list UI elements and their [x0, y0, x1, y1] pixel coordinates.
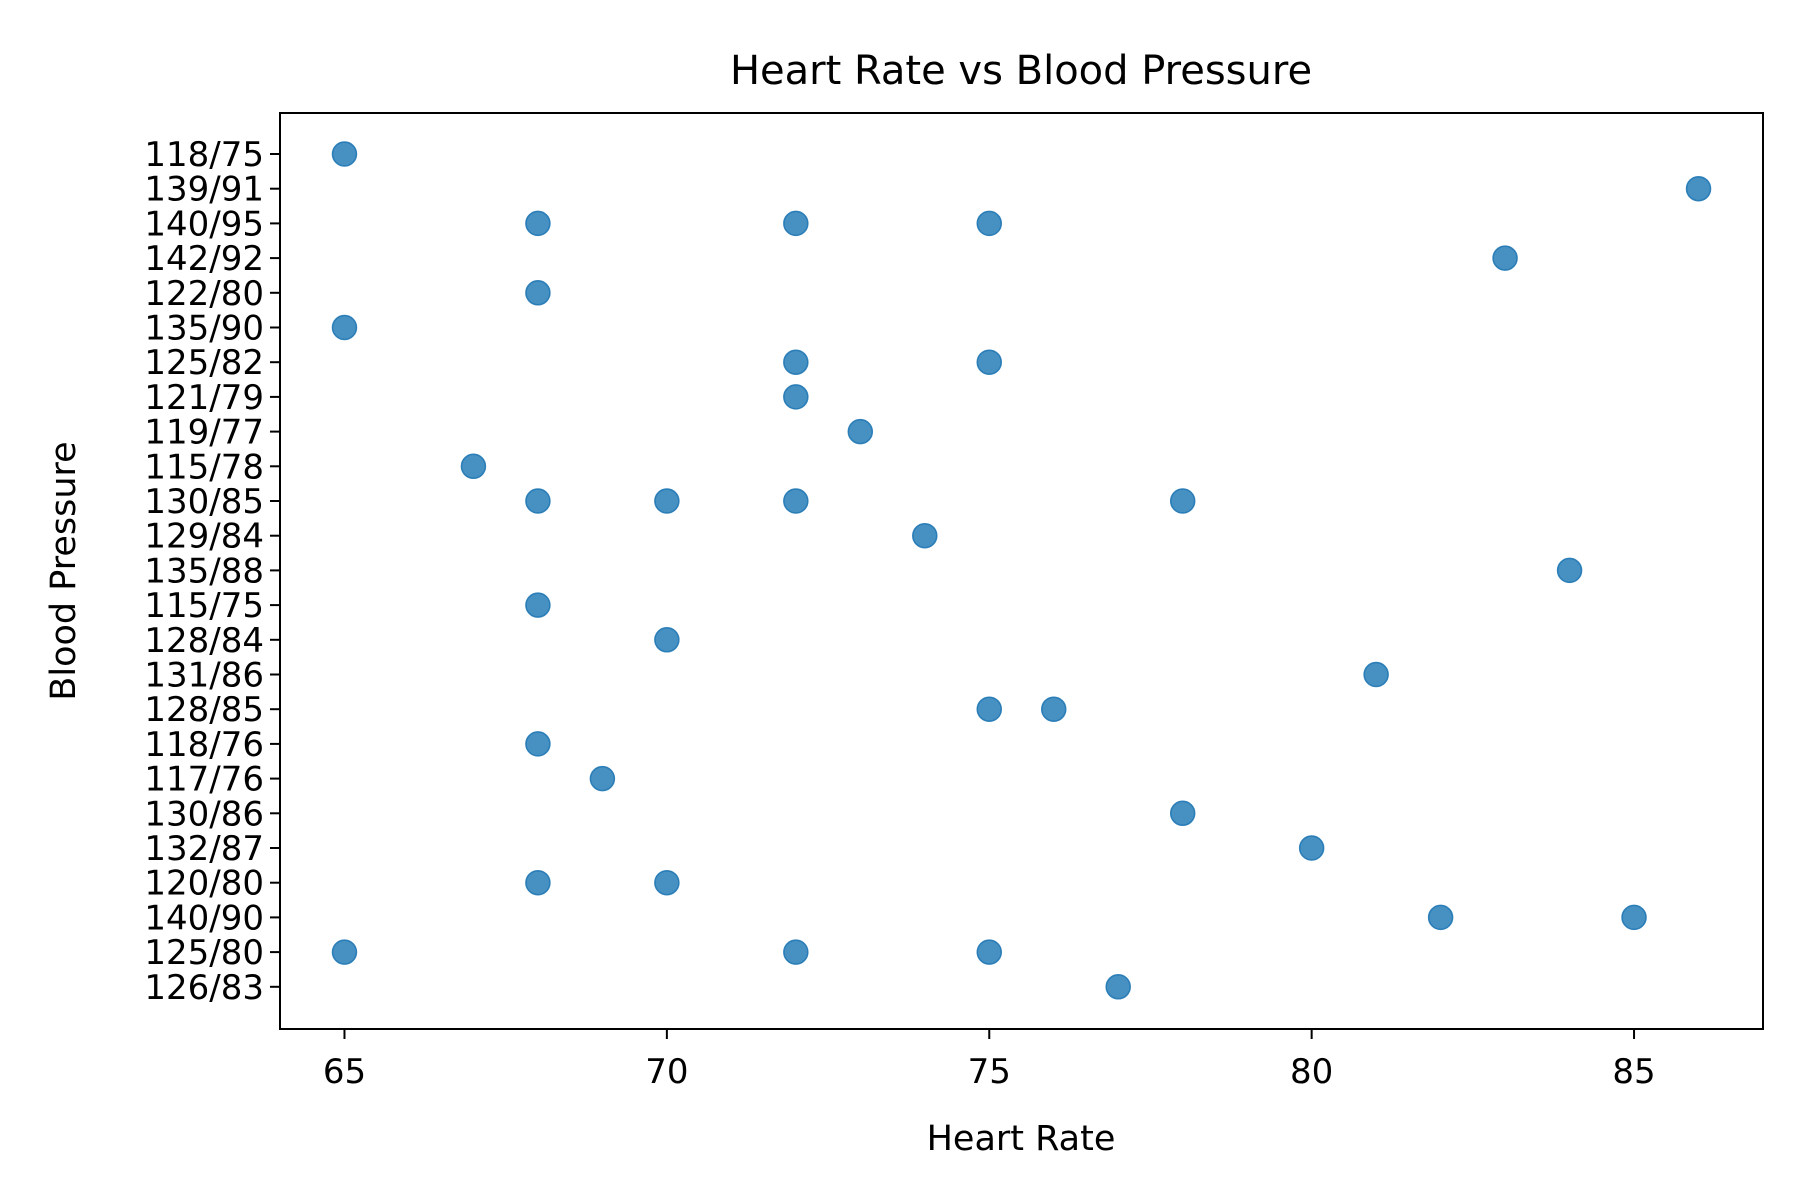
y-tick-label: 130/86: [144, 794, 264, 834]
scatter-point: [783, 384, 809, 410]
y-tick-label: 131/86: [144, 656, 264, 696]
plot-area: [331, 141, 1712, 1000]
y-tick-label: 121/79: [144, 378, 264, 418]
y-tick-label: 115/75: [144, 586, 264, 626]
scatter-point: [783, 939, 809, 965]
scatter-point: [460, 453, 487, 480]
scatter-point: [654, 488, 680, 514]
scatter-point: [331, 939, 358, 965]
scatter-point: [589, 765, 616, 792]
y-axis-label: Blood Pressure: [44, 441, 84, 700]
scatter-point: [1169, 488, 1196, 514]
y-tick-label: 139/91: [144, 170, 264, 210]
scatter-point: [783, 488, 809, 514]
y-axis: 118/75139/91140/95142/92122/80135/90125/…: [144, 135, 280, 1008]
x-tick-label: 80: [1290, 1052, 1333, 1092]
x-axis-label: Heart Rate: [927, 1119, 1116, 1159]
scatter-point: [1685, 175, 1712, 202]
scatter-point: [525, 210, 551, 237]
scatter-point: [976, 696, 1003, 722]
scatter-point: [331, 314, 358, 341]
x-tick-label: 70: [645, 1052, 688, 1092]
scatter-point: [976, 210, 1003, 237]
y-tick-label: 128/85: [144, 690, 264, 730]
scatter-point: [525, 280, 551, 306]
scatter-point: [1427, 904, 1454, 931]
x-tick-label: 85: [1612, 1052, 1655, 1092]
scatter-point: [1492, 245, 1518, 271]
y-tick-label: 115/78: [144, 447, 264, 487]
scatter-point: [525, 731, 551, 757]
scatter-point: [654, 869, 680, 896]
scatter-point: [654, 627, 680, 653]
scatter-point: [1298, 835, 1325, 861]
scatter-point: [525, 869, 551, 896]
y-tick-label: 135/88: [144, 551, 264, 591]
scatter-point: [1040, 696, 1067, 722]
y-tick-label: 130/85: [144, 482, 264, 522]
chart-title: Heart Rate vs Blood Pressure: [730, 48, 1312, 94]
y-tick-label: 125/82: [144, 343, 264, 383]
scatter-point: [1363, 661, 1389, 688]
x-axis: 65 70 75 80 85: [323, 1029, 1656, 1092]
x-tick-label: 75: [968, 1052, 1011, 1092]
y-tick-label: 119/77: [144, 413, 264, 453]
scatter-point: [331, 141, 358, 167]
y-tick-label: 142/92: [144, 239, 264, 279]
y-tick-label: 140/90: [144, 898, 264, 938]
y-tick-label: 120/80: [144, 864, 264, 904]
scatter-point: [976, 349, 1003, 375]
y-tick-label: 132/87: [144, 829, 264, 869]
y-tick-label: 118/75: [144, 135, 264, 175]
scatter-point: [1621, 904, 1647, 931]
scatter-point: [976, 939, 1003, 965]
scatter-point: [783, 349, 809, 375]
scatter-point: [1105, 974, 1131, 1000]
scatter-point: [1169, 800, 1196, 827]
scatter-point: [525, 592, 551, 618]
y-tick-label: 118/76: [144, 725, 264, 765]
y-tick-label: 117/76: [144, 760, 264, 800]
scatter-point: [783, 210, 809, 237]
y-tick-label: 129/84: [144, 517, 264, 557]
x-tick-label: 65: [323, 1052, 366, 1092]
scatter-point: [1556, 557, 1583, 584]
plot-frame: [279, 112, 1764, 1030]
y-tick-label: 122/80: [144, 274, 264, 314]
scatter-point: [525, 488, 551, 514]
y-tick-label: 125/80: [144, 933, 264, 973]
y-tick-label: 128/84: [144, 621, 264, 661]
y-tick-label: 140/95: [144, 204, 264, 244]
y-tick-label: 126/83: [144, 968, 264, 1008]
scatter-point: [912, 522, 938, 549]
scatter-point: [847, 418, 874, 445]
y-tick-label: 135/90: [144, 309, 264, 349]
